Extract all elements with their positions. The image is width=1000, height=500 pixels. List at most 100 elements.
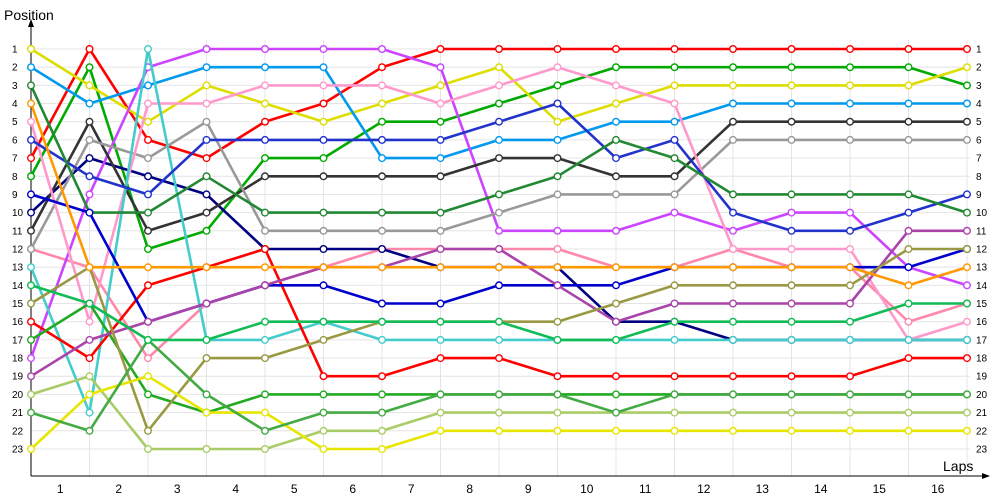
series-12 (27, 99, 972, 235)
data-point (670, 63, 679, 72)
data-point (729, 426, 738, 435)
data-point (729, 81, 738, 90)
data-point (846, 117, 855, 126)
data-point (495, 281, 504, 290)
x-tick-label: 6 (349, 482, 356, 496)
data-point (904, 45, 913, 54)
data-point (612, 81, 621, 90)
data-point (846, 81, 855, 90)
data-point (553, 244, 562, 253)
y-tick-label-left: 8 (12, 172, 18, 183)
y-tick-label-right: 5 (976, 117, 982, 128)
data-point (787, 372, 796, 381)
data-point (495, 426, 504, 435)
data-point (612, 426, 621, 435)
data-point (85, 390, 94, 399)
data-point (436, 390, 445, 399)
data-point (261, 390, 270, 399)
data-point (963, 317, 972, 326)
y-tick-label-left: 21 (12, 408, 24, 419)
series-10 (27, 63, 972, 344)
data-point (85, 317, 94, 326)
data-point (904, 390, 913, 399)
data-point (729, 299, 738, 308)
data-point (495, 244, 504, 253)
data-point (612, 63, 621, 72)
data-point (787, 45, 796, 54)
data-point (85, 172, 94, 181)
data-point (846, 208, 855, 217)
data-point (729, 317, 738, 326)
y-tick-label-right: 13 (976, 263, 988, 274)
y-tick-label-left: 4 (12, 99, 18, 110)
data-point (202, 135, 211, 144)
data-point (143, 154, 152, 163)
data-point (495, 408, 504, 417)
data-point (27, 208, 36, 217)
x-tick-label: 13 (756, 482, 770, 496)
data-point (495, 390, 504, 399)
data-point (261, 81, 270, 90)
data-point (612, 390, 621, 399)
data-point (787, 426, 796, 435)
data-point (904, 299, 913, 308)
data-point (904, 63, 913, 72)
data-point (202, 408, 211, 417)
data-point (85, 208, 94, 217)
data-point (319, 372, 328, 381)
data-point (553, 335, 562, 344)
y-tick-label-right: 12 (976, 244, 988, 255)
data-point (27, 299, 36, 308)
data-point (612, 45, 621, 54)
y-tick-label-left: 12 (12, 244, 24, 255)
data-point (904, 281, 913, 290)
axes: Position Laps (4, 7, 990, 479)
data-point (27, 335, 36, 344)
data-point (729, 135, 738, 144)
data-point (202, 190, 211, 199)
series-21 (27, 372, 972, 454)
data-point (495, 317, 504, 326)
y-tick-label-right: 3 (976, 81, 982, 92)
data-point (670, 408, 679, 417)
data-point (787, 299, 796, 308)
data-point (729, 281, 738, 290)
data-point (261, 445, 270, 454)
data-point (553, 117, 562, 126)
data-point (143, 117, 152, 126)
data-point (846, 99, 855, 108)
data-point (85, 372, 94, 381)
data-point (261, 172, 270, 181)
data-point (85, 299, 94, 308)
data-point (27, 45, 36, 54)
data-point (904, 117, 913, 126)
data-point (904, 135, 913, 144)
data-point (495, 335, 504, 344)
data-point (143, 244, 152, 253)
data-point (27, 445, 36, 454)
data-point (846, 226, 855, 235)
data-point (202, 172, 211, 181)
y-tick-label-right: 8 (976, 172, 982, 183)
data-point (261, 317, 270, 326)
data-point (846, 281, 855, 290)
data-point (27, 263, 36, 272)
y-tick-label-left: 23 (12, 444, 24, 455)
data-point (963, 263, 972, 272)
data-point (846, 263, 855, 272)
data-point (495, 354, 504, 363)
y-axis-arrow (28, 19, 34, 27)
data-point (202, 154, 211, 163)
x-ticks: 1 2 3 4 5 6 7 8 9 10 11 12 13 14 15 16 (57, 482, 945, 496)
data-point (261, 354, 270, 363)
data-point (319, 226, 328, 235)
data-point (729, 99, 738, 108)
data-point (378, 208, 387, 217)
data-point (143, 190, 152, 199)
y-tick-label-right: 7 (976, 154, 982, 165)
data-point (261, 63, 270, 72)
data-point (319, 390, 328, 399)
